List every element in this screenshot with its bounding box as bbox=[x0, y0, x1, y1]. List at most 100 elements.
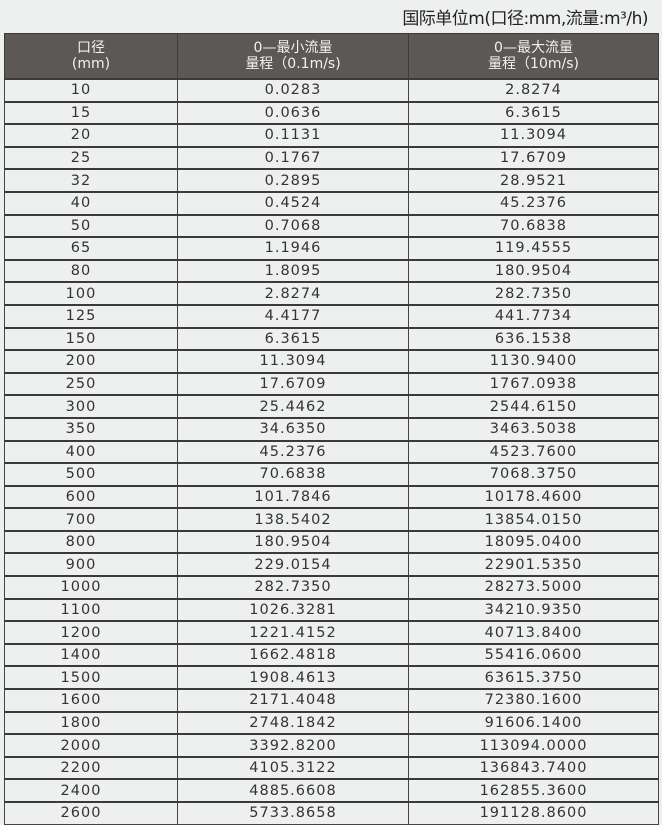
diameter-cell: 900 bbox=[4, 552, 178, 577]
max-flow-cell: 6.3615 bbox=[408, 100, 659, 125]
max-flow-cell: 55416.0600 bbox=[408, 642, 659, 667]
max-flow-cell: 1767.0938 bbox=[408, 371, 659, 396]
diameter-cell: 15 bbox=[4, 100, 178, 125]
max-flow-cell: 7068.3750 bbox=[408, 462, 659, 487]
table-row: 250 17.6709 1767.0938 bbox=[4, 371, 659, 396]
max-flow-cell: 636.1538 bbox=[408, 326, 659, 351]
min-flow-cell: 101.7846 bbox=[177, 484, 409, 509]
diameter-cell: 32 bbox=[4, 168, 178, 193]
min-flow-cell: 4105.3122 bbox=[177, 755, 409, 780]
max-flow-cell: 40713.8400 bbox=[408, 620, 659, 645]
min-flow-cell: 1908.4613 bbox=[177, 665, 409, 690]
table-row: 50 0.7068 70.6838 bbox=[4, 213, 659, 238]
header-line: 量程（0.1m/s) bbox=[245, 56, 341, 72]
min-flow-cell: 0.1767 bbox=[177, 145, 409, 170]
min-flow-cell: 282.7350 bbox=[177, 575, 409, 600]
diameter-cell: 350 bbox=[4, 416, 178, 441]
table-row: 20 0.1131 11.3094 bbox=[4, 123, 659, 148]
diameter-cell: 40 bbox=[4, 190, 178, 216]
diameter-cell: 2600 bbox=[4, 800, 178, 825]
diameter-cell: 25 bbox=[4, 145, 178, 170]
max-flow-cell: 1130.9400 bbox=[408, 349, 659, 374]
max-flow-cell: 45.2376 bbox=[408, 190, 659, 216]
table-row: 400 45.2376 4523.7600 bbox=[4, 439, 659, 464]
max-flow-cell: 282.7350 bbox=[408, 281, 659, 306]
min-flow-cell: 0.4524 bbox=[177, 190, 409, 216]
min-flow-cell: 180.9504 bbox=[177, 529, 409, 554]
max-flow-cell: 91606.1400 bbox=[408, 710, 659, 735]
max-flow-cell: 113094.0000 bbox=[408, 733, 659, 758]
min-flow-cell: 25.4462 bbox=[177, 394, 409, 419]
max-flow-cell: 63615.3750 bbox=[408, 665, 659, 690]
max-flow-cell: 3463.5038 bbox=[408, 416, 659, 441]
table-row: 150 6.3615 636.1538 bbox=[4, 326, 659, 351]
table-row: 65 1.1946 119.4555 bbox=[4, 236, 659, 261]
table-row: 10 0.0283 2.8274 bbox=[4, 78, 659, 103]
min-flow-cell: 0.0636 bbox=[177, 100, 409, 125]
max-flow-cell: 119.4555 bbox=[408, 236, 659, 261]
min-flow-cell: 1026.3281 bbox=[177, 597, 409, 622]
min-flow-cell: 1.8095 bbox=[177, 258, 409, 283]
max-flow-cell: 22901.5350 bbox=[408, 552, 659, 577]
table-row: 900 229.0154 22901.5350 bbox=[4, 552, 659, 577]
max-flow-cell: 17.6709 bbox=[408, 145, 659, 170]
table-row: 25 0.1767 17.6709 bbox=[4, 145, 659, 170]
min-flow-cell: 229.0154 bbox=[177, 552, 409, 577]
unit-note: 国际单位m(口径:mm,流量:m³/h) bbox=[402, 9, 648, 29]
header-row: 口径 (mm) 0—最小流量 量程（0.1m/s) 0—最大流量 量程（10m/s) bbox=[4, 33, 659, 80]
table-row: 1100 1026.3281 34210.9350 bbox=[4, 597, 659, 622]
table-row: 350 34.6350 3463.5038 bbox=[4, 416, 659, 441]
max-flow-cell: 28273.5000 bbox=[408, 575, 659, 600]
diameter-cell: 1800 bbox=[4, 710, 178, 735]
header-line: (mm) bbox=[71, 56, 111, 72]
table-row: 100 2.8274 282.7350 bbox=[4, 281, 659, 306]
max-flow-cell: 4523.7600 bbox=[408, 439, 659, 464]
max-flow-cell: 28.9521 bbox=[408, 168, 659, 193]
table-row: 2200 4105.3122 136843.7400 bbox=[4, 755, 659, 780]
table-row: 600 101.7846 10178.4600 bbox=[4, 484, 659, 509]
diameter-cell: 10 bbox=[4, 78, 178, 103]
max-flow-cell: 34210.9350 bbox=[408, 597, 659, 622]
diameter-cell: 100 bbox=[4, 281, 178, 306]
diameter-cell: 150 bbox=[4, 326, 178, 351]
table-row: 2600 5733.8658 191128.8600 bbox=[4, 800, 659, 825]
header-line: 0—最小流量 bbox=[253, 40, 333, 56]
header-line: 口径 bbox=[77, 40, 105, 56]
table-row: 300 25.4462 2544.6150 bbox=[4, 394, 659, 419]
min-flow-cell: 3392.8200 bbox=[177, 733, 409, 758]
min-flow-cell: 11.3094 bbox=[177, 349, 409, 374]
diameter-cell: 125 bbox=[4, 303, 178, 329]
max-flow-cell: 10178.4600 bbox=[408, 484, 659, 509]
table-row: 800 180.9504 18095.0400 bbox=[4, 529, 659, 554]
diameter-cell: 2000 bbox=[4, 733, 178, 758]
min-flow-cell: 45.2376 bbox=[177, 439, 409, 464]
header-max-flow: 0—最大流量 量程（10m/s) bbox=[408, 33, 659, 80]
min-flow-cell: 2748.1842 bbox=[177, 710, 409, 735]
table-row: 15 0.0636 6.3615 bbox=[4, 100, 659, 125]
min-flow-cell: 70.6838 bbox=[177, 462, 409, 487]
table-row: 1200 1221.4152 40713.8400 bbox=[4, 620, 659, 645]
table-row: 500 70.6838 7068.3750 bbox=[4, 462, 659, 487]
min-flow-cell: 2171.4048 bbox=[177, 688, 409, 713]
min-flow-cell: 1221.4152 bbox=[177, 620, 409, 645]
diameter-cell: 2200 bbox=[4, 755, 178, 780]
table-row: 40 0.4524 45.2376 bbox=[4, 190, 659, 216]
header-min-flow: 0—最小流量 量程（0.1m/s) bbox=[177, 33, 409, 80]
diameter-cell: 600 bbox=[4, 484, 178, 509]
max-flow-cell: 180.9504 bbox=[408, 258, 659, 283]
table-row: 700 138.5402 13854.0150 bbox=[4, 507, 659, 532]
min-flow-cell: 0.2895 bbox=[177, 168, 409, 193]
diameter-cell: 50 bbox=[4, 213, 178, 238]
diameter-cell: 80 bbox=[4, 258, 178, 283]
min-flow-cell: 6.3615 bbox=[177, 326, 409, 351]
diameter-cell: 200 bbox=[4, 349, 178, 374]
diameter-cell: 500 bbox=[4, 462, 178, 487]
header-diameter: 口径 (mm) bbox=[4, 33, 178, 80]
table-row: 1500 1908.4613 63615.3750 bbox=[4, 665, 659, 690]
diameter-cell: 1100 bbox=[4, 597, 178, 622]
max-flow-cell: 70.6838 bbox=[408, 213, 659, 238]
diameter-cell: 2400 bbox=[4, 778, 178, 803]
diameter-cell: 1200 bbox=[4, 620, 178, 645]
min-flow-cell: 138.5402 bbox=[177, 507, 409, 532]
diameter-cell: 1400 bbox=[4, 642, 178, 667]
